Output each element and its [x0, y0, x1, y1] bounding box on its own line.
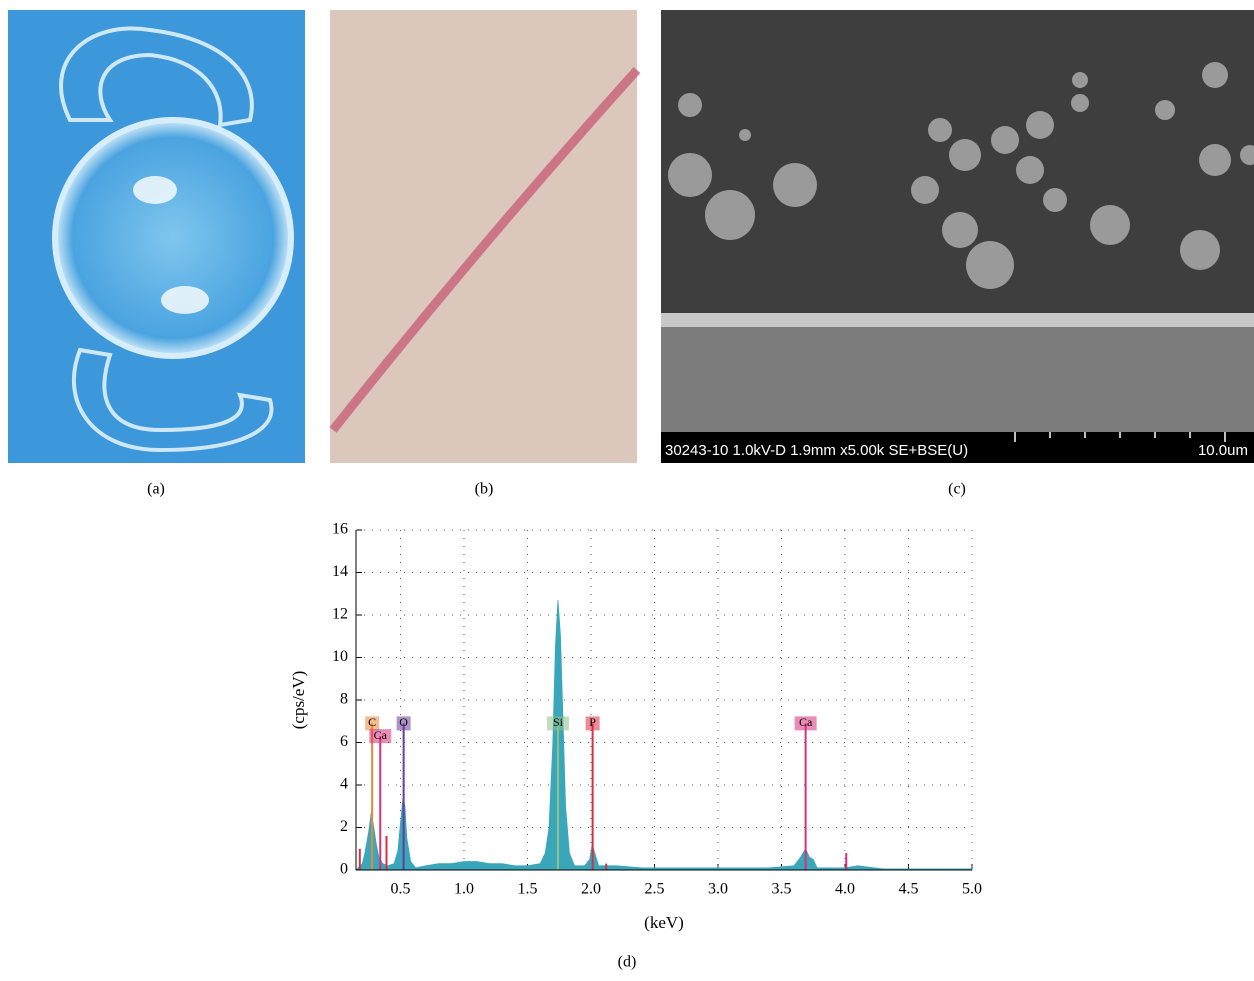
- x-axis-label: (keV): [644, 913, 684, 932]
- y-tick-label: 0: [340, 861, 348, 878]
- x-tick-label: 3.5: [771, 881, 791, 898]
- x-tick-label: 4.0: [835, 881, 855, 898]
- element-label: Si: [553, 715, 564, 729]
- spectrum-chart: 0 2 4 6 8 10 12 14 16 0.5 1.0 1.5 2.0 2.5 3.0 3.5 4.0 4.5…: [332, 521, 982, 898]
- element-label: O: [399, 715, 408, 729]
- caption: (d): [618, 954, 637, 971]
- x-tick-label: 2.0: [581, 881, 601, 898]
- y-tick-label: 10: [332, 648, 348, 665]
- figure: 30243-10 1.0kV-D 1.9mm x5.00k SE+BSE(U) …: [0, 0, 1254, 976]
- y-tick-label: 14: [332, 563, 348, 580]
- photo-c: 30243-10 1.0kV-D 1.9mm x5.00k SE+BSE(U) …: [661, 10, 1254, 463]
- x-tick-label: 3.0: [708, 881, 728, 898]
- x-tick-label: 5.0: [962, 881, 982, 898]
- x-tick-label: 0.5: [390, 881, 410, 898]
- caption: (b): [475, 481, 494, 498]
- x-tick-label: 1.0: [454, 881, 474, 898]
- element-label: P: [589, 715, 596, 729]
- y-tick-label: 16: [332, 521, 348, 538]
- element-label: Ca: [799, 715, 813, 729]
- spectrum-area: [356, 600, 972, 870]
- y-tick-label: 2: [340, 818, 348, 835]
- sem-info: 30243-10 1.0kV-D 1.9mm x5.00k SE+BSE(U): [665, 442, 968, 459]
- plot-frame: [356, 530, 972, 870]
- y-axis-label: (cps/eV): [289, 671, 308, 730]
- x-tick-label: 1.5: [517, 881, 537, 898]
- scale-bar-label: 10.0um: [1198, 442, 1248, 459]
- caption: (a): [147, 481, 165, 498]
- y-tick-label: 6: [340, 733, 348, 750]
- y-tick-label: 4: [340, 776, 348, 793]
- y-tick-label: 12: [332, 606, 348, 623]
- element-label: Ca: [374, 728, 388, 742]
- y-tick-label: 8: [340, 691, 348, 708]
- x-tick-label: 4.5: [898, 881, 918, 898]
- photo-a: [8, 10, 305, 463]
- photo-b: [330, 10, 637, 463]
- x-tick-label: 2.5: [644, 881, 664, 898]
- caption: (c): [948, 481, 966, 498]
